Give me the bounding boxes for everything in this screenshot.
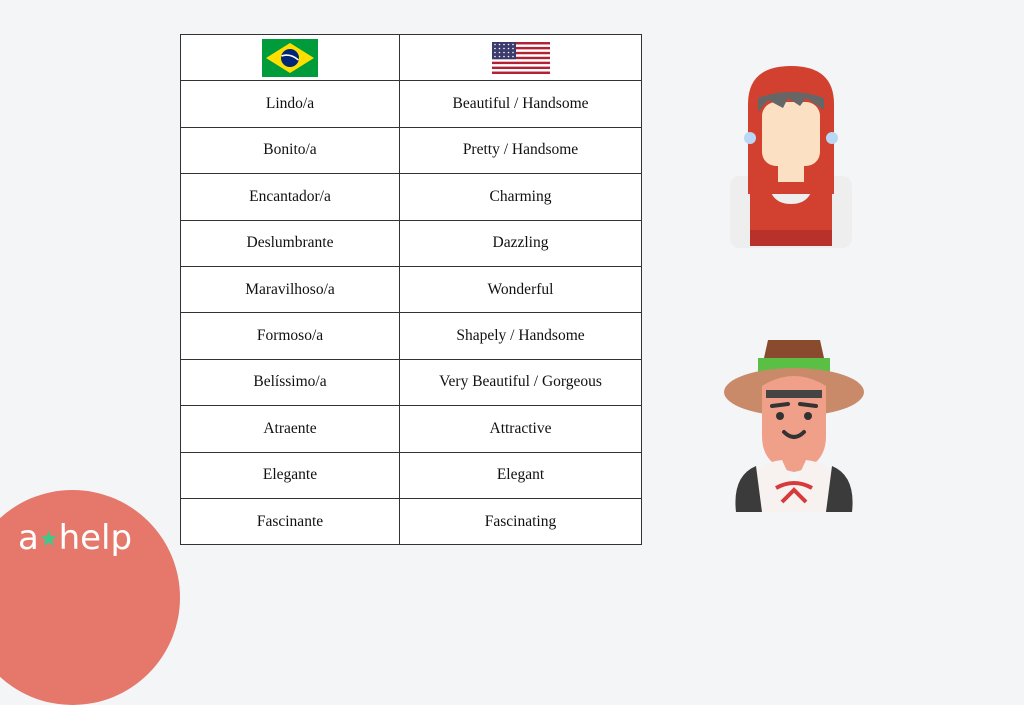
usa-flag-icon — [491, 41, 550, 74]
english-translation: Elegant — [399, 451, 642, 499]
portuguese-word: Encantador/a — [180, 173, 400, 221]
portuguese-word: Fascinante — [180, 497, 400, 546]
table-row: Atraente Attractive — [180, 405, 642, 453]
logo-text-help: help — [58, 518, 133, 558]
woman-traditional-costume-icon — [730, 66, 852, 248]
vocabulary-table: Lindo/a Beautiful / Handsome Bonito/a Prett… — [180, 33, 642, 546]
english-translation: Charming — [399, 173, 642, 221]
english-translation: Pretty / Handsome — [399, 126, 642, 175]
table-row: Bonito/a Pretty / Handsome — [180, 126, 642, 175]
man-hat-costume-icon — [724, 340, 864, 512]
star-icon: ★ — [38, 527, 59, 552]
english-translation: Wonderful — [399, 265, 642, 314]
brazil-flag-icon — [262, 38, 318, 77]
table-row: Lindo/a Beautiful / Handsome — [180, 80, 642, 128]
brazil-flag-cell — [180, 33, 400, 82]
portuguese-word: Elegante — [180, 451, 400, 499]
english-translation: Attractive — [399, 405, 642, 453]
header-row — [180, 33, 642, 82]
english-translation: Dazzling — [399, 219, 642, 267]
table-row: Belíssimo/a Very Beautiful / Gorgeous — [180, 358, 642, 407]
portuguese-word: Lindo/a — [180, 80, 400, 128]
portuguese-word: Belíssimo/a — [180, 358, 400, 407]
english-translation: Very Beautiful / Gorgeous — [399, 358, 642, 407]
table-row: Fascinante Fascinating — [180, 497, 642, 546]
table-row: Maravilhoso/a Wonderful — [180, 265, 642, 314]
portuguese-word: Maravilhoso/a — [180, 265, 400, 314]
portuguese-word: Atraente — [180, 405, 400, 453]
table-row: Encantador/a Charming — [180, 173, 642, 221]
portuguese-word: Formoso/a — [180, 312, 400, 360]
ahelp-logo[interactable]: a★help — [18, 518, 132, 558]
table-row: Formoso/a Shapely / Handsome — [180, 312, 642, 360]
table-row: Deslumbrante Dazzling — [180, 219, 642, 267]
logo-text-a: a — [18, 518, 39, 558]
english-translation: Fascinating — [399, 497, 642, 546]
portuguese-word: Deslumbrante — [180, 219, 400, 267]
table-row: Elegante Elegant — [180, 451, 642, 499]
english-translation: Beautiful / Handsome — [399, 80, 642, 128]
usa-flag-cell — [399, 33, 642, 82]
portuguese-word: Bonito/a — [180, 126, 400, 175]
english-translation: Shapely / Handsome — [399, 312, 642, 360]
